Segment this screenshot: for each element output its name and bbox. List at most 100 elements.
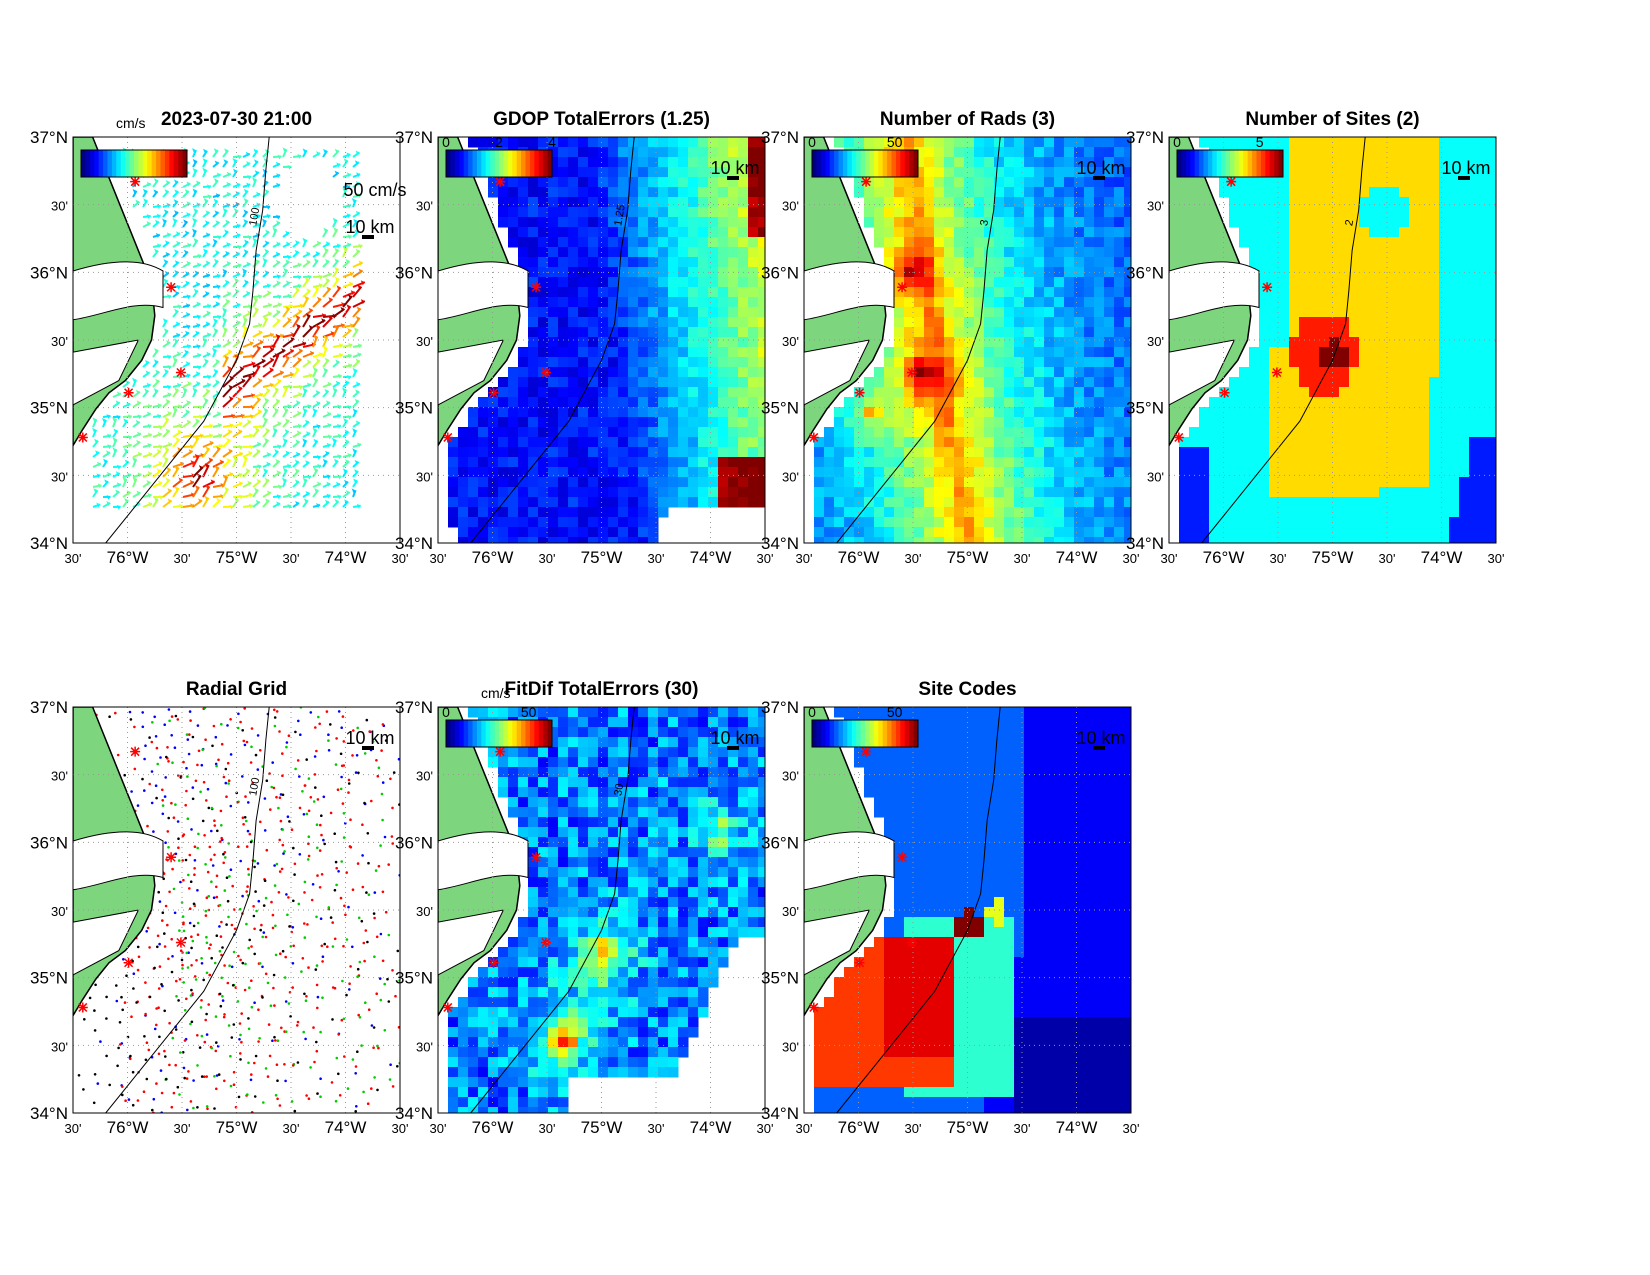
lon-tick-label: 30' [1014, 551, 1031, 566]
panel-title: Radial Grid [186, 679, 287, 700]
site-marker [897, 282, 908, 293]
lon-tick-label: 75°W [581, 548, 623, 567]
panel-number-of-rads: 337°N30'36°N30'35°N30'34°N30' 76°W 30' 75°W… [761, 109, 1139, 567]
colorbar: 0 2 4 [442, 134, 556, 178]
map-frame [437, 136, 766, 544]
lat-tick-label: 35°N [30, 969, 68, 988]
lat-tick-label: 30' [782, 199, 799, 214]
lon-tick-label: 30' [430, 551, 447, 566]
lon-tick-label: 30' [539, 1121, 556, 1136]
lat-tick-label: 30' [1147, 334, 1164, 349]
lon-tick-label: 74°W [1056, 548, 1098, 567]
lat-tick-label: 36°N [761, 263, 799, 282]
lon-tick-label: 30' [1123, 1121, 1140, 1136]
lat-tick-label: 36°N [395, 833, 433, 852]
albemarle-sound [1169, 261, 1260, 321]
site-marker [77, 432, 88, 443]
lon-tick-label: 30' [392, 1121, 409, 1136]
map-area: 3 [804, 137, 1131, 543]
lon-tick-label: 30' [1123, 551, 1140, 566]
site-marker [540, 367, 551, 378]
site-marker [531, 852, 542, 863]
site-marker [1262, 282, 1273, 293]
lat-tick-label: 36°N [395, 263, 433, 282]
lat-tick-label: 30' [416, 769, 433, 784]
colorbar: cm/s [80, 115, 188, 178]
colorbar-tick: 0 [442, 134, 450, 150]
lon-tick-label: 75°W [1312, 548, 1354, 567]
site-marker [130, 746, 141, 757]
lon-tick-label: 76°W [107, 1118, 149, 1137]
site-marker [1219, 387, 1230, 398]
lat-tick-label: 30' [51, 769, 68, 784]
lat-tick-label: 30' [1147, 469, 1164, 484]
lon-tick-label: 76°W [838, 1118, 880, 1137]
lat-tick-label: 30' [416, 904, 433, 919]
albemarle-sound [804, 261, 895, 321]
contour-label: 1.25 [612, 204, 628, 227]
panel-title: GDOP TotalErrors (1.25) [493, 109, 710, 130]
land [804, 137, 895, 448]
lon-tick-label: 30' [174, 551, 191, 566]
data-field [814, 707, 1131, 1113]
site-marker [495, 746, 506, 757]
albemarle-sound [73, 831, 164, 891]
lon-tick-label: 30' [905, 551, 922, 566]
panel-title: 2023-07-30 21:00 [161, 109, 312, 130]
scale-label: 10 km [710, 728, 759, 748]
colorbar-tick: 50 [887, 704, 903, 720]
panel-title: Number of Rads (3) [880, 109, 1055, 130]
lon-tick-label: 30' [1379, 551, 1396, 566]
lat-tick-label: 30' [782, 334, 799, 349]
lon-tick-label: 76°W [472, 548, 514, 567]
site-marker [123, 387, 134, 398]
lon-tick-label: 30' [1014, 1121, 1031, 1136]
lon-tick-label: 75°W [216, 548, 258, 567]
scale-label: 10 km [1076, 158, 1125, 178]
lon-tick-label: 30' [1488, 551, 1505, 566]
lat-tick-label: 37°N [30, 128, 68, 147]
colorbar-tick: 0 [1173, 134, 1181, 150]
land [804, 707, 895, 1018]
lat-tick-label: 30' [782, 904, 799, 919]
site-marker [130, 176, 141, 187]
site-marker [861, 746, 872, 757]
lon-tick-label: 74°W [690, 1118, 732, 1137]
lat-tick-label: 34°N [761, 1104, 799, 1123]
lat-tick-label: 30' [51, 904, 68, 919]
site-marker [1271, 367, 1282, 378]
lat-tick-label: 30' [51, 334, 68, 349]
data-field [1179, 137, 1496, 543]
lat-tick-label: 37°N [395, 698, 433, 717]
lon-tick-label: 30' [539, 551, 556, 566]
lon-tick-label: 74°W [690, 548, 732, 567]
lat-tick-label: 36°N [761, 833, 799, 852]
lon-tick-label: 74°W [1056, 1118, 1098, 1137]
site-marker [166, 852, 177, 863]
site-marker [906, 367, 917, 378]
contour-label: 30 [612, 783, 626, 797]
vector-scale-label: 50 cm/s [343, 180, 406, 200]
site-marker [854, 387, 865, 398]
site-marker [175, 367, 186, 378]
lat-tick-label: 35°N [395, 969, 433, 988]
map-frame [1168, 136, 1497, 544]
map-area: 100 [73, 137, 400, 543]
site-marker [897, 852, 908, 863]
albemarle-sound [438, 261, 529, 321]
colorbar-tick: 0 [808, 134, 816, 150]
map-frame [437, 706, 766, 1114]
land [73, 137, 164, 448]
map-area [804, 707, 1131, 1113]
colorbar-tick: 2 [495, 134, 503, 150]
map-area: 1.25 [438, 137, 765, 543]
map-frame [72, 706, 401, 1114]
lon-tick-label: 30' [283, 551, 300, 566]
land [73, 707, 164, 1018]
lon-tick-label: 76°W [1203, 548, 1245, 567]
site-marker [166, 282, 177, 293]
shelf-contour [470, 707, 635, 1113]
colorbar: 0 50 cm/s [442, 685, 553, 748]
